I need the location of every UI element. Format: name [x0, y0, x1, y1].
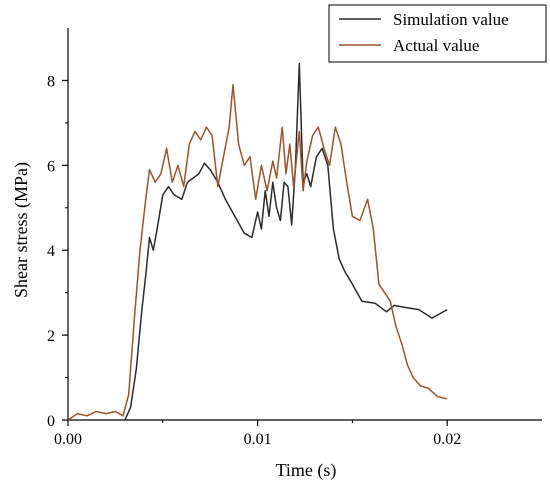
legend-label-actual: Actual value: [393, 36, 479, 55]
series-line-actual: [67, 83, 448, 421]
y-tick-label: 4: [47, 243, 55, 260]
y-tick-label: 6: [47, 158, 55, 175]
series-line-simulation: [124, 62, 448, 421]
y-axis-ticks: 0 2 4 6 8: [47, 73, 68, 430]
legend-label-simulation: Simulation value: [393, 10, 509, 29]
x-tick-label: 0.01: [244, 431, 272, 448]
y-tick-label: 8: [47, 73, 55, 90]
legend: Simulation value Actual value: [328, 4, 547, 63]
y-tick-label: 2: [47, 328, 55, 345]
y-tick-label: 0: [47, 413, 55, 430]
legend-box: [328, 4, 547, 63]
plot-frame: [67, 28, 542, 421]
x-axis-ticks: 0.00 0.01 0.02: [54, 420, 461, 448]
x-tick-label: 0.02: [433, 431, 461, 448]
x-tick-label: 0.00: [54, 431, 82, 448]
series-layer: [67, 62, 448, 421]
y-axis-title: Shear stress (MPa): [11, 162, 32, 298]
x-axis-title: Time (s): [276, 460, 337, 481]
